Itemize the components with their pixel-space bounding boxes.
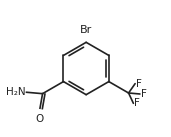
Text: F: F xyxy=(141,89,147,99)
Text: Br: Br xyxy=(80,25,92,35)
Text: F: F xyxy=(134,98,140,108)
Text: F: F xyxy=(136,79,142,89)
Text: H₂N: H₂N xyxy=(5,87,25,97)
Text: O: O xyxy=(35,114,43,124)
